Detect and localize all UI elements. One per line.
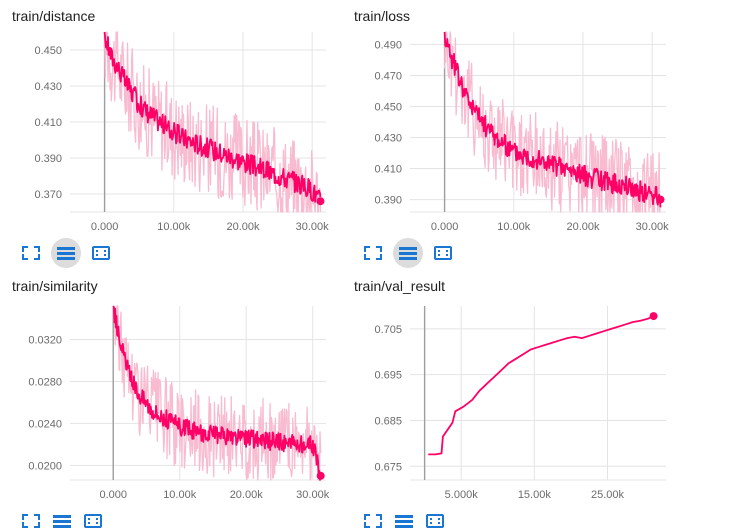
toggle-lines-icon xyxy=(53,514,71,528)
x-tick-label: 15.00k xyxy=(518,489,552,501)
chart-title: train/distance xyxy=(12,8,96,24)
chart-card-train-val-result: train/val_result 5.000k 15.00k 25.00k 0.675… xyxy=(342,270,682,528)
smoothed-series-line xyxy=(112,305,322,481)
fit-domain-icon xyxy=(434,246,452,260)
last-point-marker xyxy=(656,195,665,204)
y-tick-label: 0.430 xyxy=(374,133,402,145)
x-tick-label: 0.000 xyxy=(431,221,459,233)
y-tick-label: 0.0200 xyxy=(28,460,62,472)
y-tick-label: 0.450 xyxy=(374,101,402,113)
expand-icon[interactable] xyxy=(362,510,384,532)
x-tick-label: 20.00k xyxy=(230,489,264,501)
toggle-lines-button[interactable] xyxy=(393,510,415,532)
raw-series-line xyxy=(112,305,322,481)
last-point-marker xyxy=(316,197,325,206)
chart-plot[interactable]: 0.000 10.00k 20.00k 30.00k 0.390 0.410 0.430 0.… xyxy=(342,0,682,258)
series-line xyxy=(428,315,654,456)
x-tick-label: 20.00k xyxy=(566,221,600,233)
toggle-lines-icon xyxy=(399,246,417,260)
fit-domain-button[interactable] xyxy=(82,510,104,532)
last-point-marker xyxy=(649,312,658,321)
chart-plot[interactable]: 5.000k 15.00k 25.00k 0.675 0.685 0.695 0.705 xyxy=(342,270,682,528)
x-tick-label: 10.00k xyxy=(163,489,197,501)
expand-icon[interactable] xyxy=(362,242,384,264)
x-tick-label: 0.000 xyxy=(91,221,119,233)
y-tick-label: 0.430 xyxy=(34,81,62,93)
chart-toolbar xyxy=(362,238,454,268)
fit-domain-button[interactable] xyxy=(424,510,446,532)
chart-plot[interactable]: 0.000 10.00k 20.00k 30.00k 0.0200 0.0240 0.028… xyxy=(0,270,340,528)
smoothed-series-line xyxy=(443,31,662,208)
chart-card-train-distance: train/distance 0.000 10.00k 20.00k 30.00k 0.… xyxy=(0,0,340,268)
raw-series-line xyxy=(443,31,662,213)
fit-domain-icon xyxy=(426,514,444,528)
toggle-lines-icon xyxy=(395,514,413,528)
y-tick-label: 0.390 xyxy=(374,195,402,207)
y-tick-label: 0.470 xyxy=(374,70,402,82)
x-tick-label: 10.00k xyxy=(497,221,531,233)
chart-card-train-loss: train/loss 0.000 10.00k 20.00k 30.00k 0.390 0… xyxy=(342,0,682,268)
chart-title: train/val_result xyxy=(354,278,446,294)
chart-toolbar xyxy=(20,510,104,532)
toggle-lines-button[interactable] xyxy=(51,238,81,268)
y-tick-label: 0.705 xyxy=(374,324,402,336)
y-tick-label: 0.390 xyxy=(34,153,62,165)
y-tick-label: 0.410 xyxy=(34,117,62,129)
chart-plot[interactable]: 0.000 10.00k 20.00k 30.00k 0.370 0.390 0.410 0.… xyxy=(0,0,340,258)
x-tick-label: 30.00k xyxy=(296,489,330,501)
y-tick-label: 0.450 xyxy=(34,45,62,57)
fit-domain-icon xyxy=(84,514,102,528)
y-tick-label: 0.0280 xyxy=(28,376,62,388)
smoothed-series-line xyxy=(103,31,322,203)
expand-icon[interactable] xyxy=(20,510,42,532)
y-tick-label: 0.675 xyxy=(374,461,402,473)
x-tick-label: 25.00k xyxy=(591,489,625,501)
x-tick-label: 5.000k xyxy=(445,489,479,501)
x-tick-label: 0.000 xyxy=(99,489,127,501)
y-tick-label: 0.685 xyxy=(374,415,402,427)
x-tick-label: 20.00k xyxy=(226,221,260,233)
fit-domain-button[interactable] xyxy=(432,242,454,264)
toggle-lines-button[interactable] xyxy=(393,238,423,268)
fit-domain-icon xyxy=(92,246,110,260)
chart-toolbar xyxy=(362,510,446,532)
x-tick-label: 30.00k xyxy=(296,221,330,233)
y-tick-label: 0.490 xyxy=(374,39,402,51)
y-tick-label: 0.0240 xyxy=(28,418,62,430)
y-tick-label: 0.410 xyxy=(374,164,402,176)
y-tick-label: 0.0320 xyxy=(28,335,62,347)
chart-card-train-similarity: train/similarity 0.000 10.00k 20.00k 30.00k… xyxy=(0,270,340,528)
chart-title: train/similarity xyxy=(12,278,98,294)
x-tick-label: 30.00k xyxy=(636,221,670,233)
chart-toolbar xyxy=(20,238,112,268)
chart-title: train/loss xyxy=(354,8,411,24)
toggle-lines-button[interactable] xyxy=(51,510,73,532)
toggle-lines-icon xyxy=(57,246,75,260)
x-tick-label: 10.00k xyxy=(157,221,191,233)
fit-domain-button[interactable] xyxy=(90,242,112,264)
expand-icon[interactable] xyxy=(20,242,42,264)
y-tick-label: 0.695 xyxy=(374,370,402,382)
y-tick-label: 0.370 xyxy=(34,189,62,201)
last-point-marker xyxy=(316,471,325,480)
